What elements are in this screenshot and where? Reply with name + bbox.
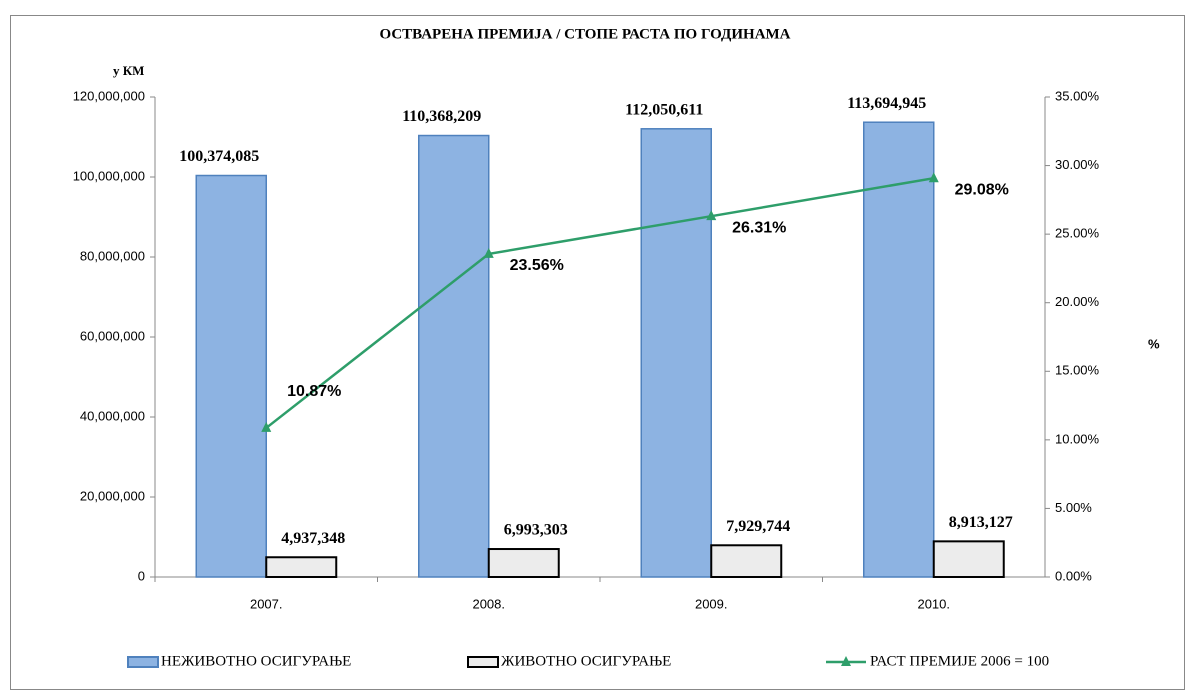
legend-marker xyxy=(841,656,851,666)
y-tick-label: 0 xyxy=(138,568,145,583)
bar-value-label: 100,374,085 xyxy=(179,148,259,165)
bar-value-label: 4,937,348 xyxy=(281,530,345,547)
bar xyxy=(195,174,267,578)
y2-tick-label: 30.00% xyxy=(1055,157,1100,172)
y-tick-label: 100,000,000 xyxy=(73,168,145,183)
line-marker xyxy=(706,210,717,221)
x-tick-label: 2010. xyxy=(917,596,950,611)
bar xyxy=(418,134,490,578)
bar-value-label: 113,694,945 xyxy=(847,95,926,112)
bar-value-label: 110,368,209 xyxy=(402,108,481,125)
bar xyxy=(710,544,783,578)
y-tick-label: 20,000,000 xyxy=(80,488,145,503)
line-value-label: 26.31% xyxy=(732,219,786,236)
chart-frame xyxy=(10,15,1185,690)
line-marker xyxy=(261,421,272,432)
y-tick-label: 120,000,000 xyxy=(73,88,145,103)
line-marker xyxy=(928,172,939,183)
y-axis-label: у КМ xyxy=(113,63,144,78)
y2-tick-label: 10.00% xyxy=(1055,431,1100,446)
line-value-label: 23.56% xyxy=(510,257,564,274)
x-tick-label: 2007. xyxy=(250,596,283,611)
bar-value-label: 6,993,303 xyxy=(504,522,568,539)
line-marker xyxy=(483,247,494,258)
legend-label: НЕЖИВОТНО ОСИГУРАЊЕ xyxy=(161,653,351,669)
line-value-label: 10.87% xyxy=(287,383,341,400)
y2-axis-label: % xyxy=(1148,336,1160,351)
y-tick-label: 40,000,000 xyxy=(80,408,145,423)
chart-title: ОСТВАРЕНА ПРЕМИЈА / СТОПЕ РАСТА ПО ГОДИН… xyxy=(379,26,790,42)
y-tick-label: 80,000,000 xyxy=(80,248,145,263)
y2-tick-label: 35.00% xyxy=(1055,88,1100,103)
bar xyxy=(487,548,560,579)
bar-value-label: 7,929,744 xyxy=(726,518,790,535)
legend-swatch xyxy=(127,656,159,668)
y-tick-label: 60,000,000 xyxy=(80,328,145,343)
bar xyxy=(932,540,1005,578)
bar-value-label: 112,050,611 xyxy=(625,101,703,118)
y2-tick-label: 0.00% xyxy=(1055,568,1092,583)
x-tick-label: 2008. xyxy=(472,596,505,611)
line-value-label: 29.08% xyxy=(955,181,1009,198)
line xyxy=(265,176,934,429)
bar-value-label: 8,913,127 xyxy=(949,514,1013,531)
y2-tick-label: 20.00% xyxy=(1055,294,1100,309)
legend-label: ЖИВОТНО ОСИГУРАЊЕ xyxy=(501,653,671,669)
bar xyxy=(863,121,935,578)
y2-tick-label: 5.00% xyxy=(1055,500,1092,515)
x-tick-label: 2009. xyxy=(695,596,728,611)
legend-swatch xyxy=(467,656,499,668)
bar xyxy=(640,128,712,578)
y2-tick-label: 25.00% xyxy=(1055,226,1100,241)
legend-label: РАСТ ПРЕМИЈЕ 2006 = 100 xyxy=(870,653,1049,669)
bar xyxy=(265,556,338,579)
y2-tick-label: 15.00% xyxy=(1055,363,1100,378)
